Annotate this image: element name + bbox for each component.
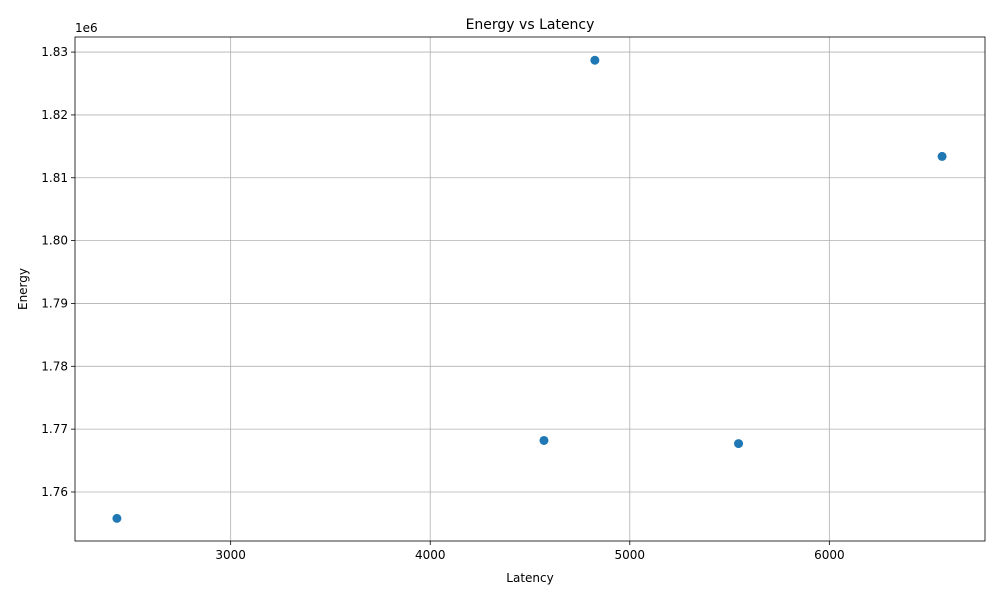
data-point xyxy=(539,435,549,445)
plot-frame xyxy=(74,36,986,542)
y-axis-ticks: 1.76 1.77 1.78 1.79 1.80 1.81 1.82 1.83 xyxy=(41,45,75,499)
chart-title: Energy vs Latency xyxy=(466,17,595,33)
data-point xyxy=(734,439,744,449)
y-axis-label: Energy xyxy=(16,268,30,310)
x-tick-label: 5000 xyxy=(615,548,646,562)
x-axis-label: Latency xyxy=(506,571,553,585)
y-tick-label: 1.79 xyxy=(41,296,68,310)
data-points xyxy=(112,55,947,523)
data-point xyxy=(937,151,947,161)
y-tick-label: 1.76 xyxy=(41,485,68,499)
y-tick-label: 1.77 xyxy=(41,422,68,436)
y-tick-label: 1.81 xyxy=(41,171,68,185)
data-point xyxy=(112,513,122,523)
y-tick-label: 1.80 xyxy=(41,234,68,248)
y-tick-label: 1.82 xyxy=(41,108,68,122)
y-tick-label: 1.83 xyxy=(41,45,68,59)
x-tick-label: 6000 xyxy=(814,548,845,562)
grid xyxy=(75,37,985,541)
x-tick-label: 3000 xyxy=(215,548,246,562)
x-axis-ticks: 3000 4000 5000 6000 xyxy=(215,541,845,562)
data-point xyxy=(590,55,600,65)
y-tick-label: 1.78 xyxy=(41,359,68,373)
x-tick-label: 4000 xyxy=(415,548,446,562)
y-axis-offset-label: 1e6 xyxy=(75,21,98,35)
